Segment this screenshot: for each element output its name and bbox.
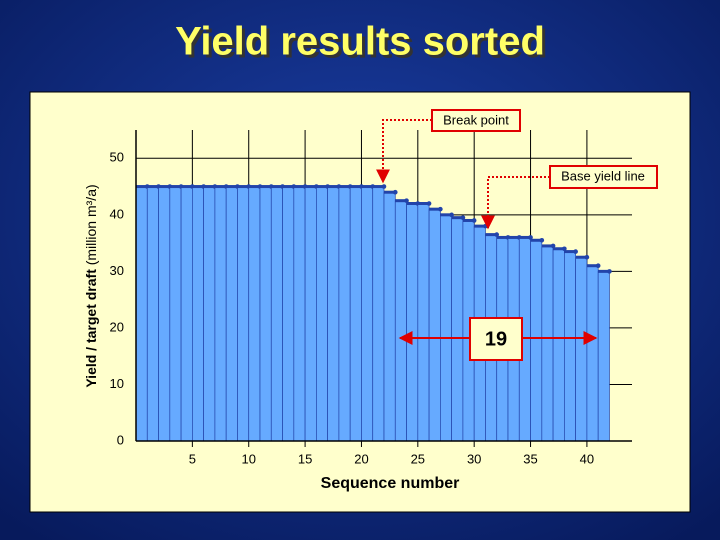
bar [530,239,543,442]
bar [225,186,238,442]
bar-dot [550,243,556,249]
y-tick-label: 0 [117,432,124,447]
annotations: Break point Base yield line 19 [376,109,658,361]
bar [135,186,148,442]
bar-dot [528,235,533,240]
bar [586,265,599,442]
bar [203,186,216,442]
bar [192,186,204,442]
x-tick-label: 15 [298,451,312,466]
span-box [469,317,523,361]
bar [338,186,351,442]
title-shadow: Yield results sorted [178,23,548,67]
bar [327,186,340,442]
bar [237,186,250,442]
bar [270,186,283,442]
bar-dot [460,215,466,220]
bar [406,203,419,442]
bar [541,245,554,442]
bar-dot [562,246,567,252]
bar [248,186,261,442]
bar-dot [438,206,443,212]
bar [158,186,171,442]
y-label-unit: (million m³/a) [83,184,99,265]
base-yield-box [549,165,658,189]
bar [597,271,610,442]
x-axis-label: Sequence number [321,475,460,492]
y-label-main: Yield / target draft [83,269,99,388]
bar [564,251,576,442]
bar [316,186,328,442]
bar-dot [426,201,432,206]
span-label: 19 [485,328,507,350]
y-axis-label: Yield / target draft (million m³/a) [83,184,99,387]
bar [451,217,464,442]
bar-dot [381,184,387,189]
bar [169,186,182,442]
bar [383,191,396,442]
x-tick-label: 10 [241,451,255,466]
x-tick-label: 25 [411,451,425,466]
bar [146,186,159,442]
break-point-label: Break point [443,112,509,127]
y-tick-label: 40 [110,206,124,221]
bar-dot [471,218,477,223]
slide-title: Yield results sorted [175,20,545,64]
bar-dot [595,263,601,269]
x-tick-label: 5 [189,451,196,466]
bar [304,186,317,442]
break-point-pointer [376,119,432,184]
y-tick-label: 30 [110,263,124,278]
base-yield-label: Base yield line [561,168,645,183]
x-tick-label: 35 [523,451,537,466]
bar [394,200,407,442]
bar [417,203,430,442]
x-tick-label: 20 [354,451,368,466]
bar-dot [539,237,545,243]
bar [259,186,272,442]
bar-dot [573,249,578,254]
bar-dot [607,269,612,274]
base-yield-pointer [481,176,550,230]
bar [440,214,452,442]
bar [372,186,385,442]
y-tick-label: 10 [110,376,124,391]
bar-dot [584,254,590,260]
bar [282,186,295,442]
x-tick-label: 40 [580,451,594,466]
bar [180,186,193,442]
break-point-box [431,109,521,132]
bar-dot [404,198,409,203]
bar-dot [392,189,398,195]
bar-dot [449,212,454,218]
bar [214,186,227,442]
y-tick-label: 50 [110,150,124,165]
bar [349,186,362,442]
y-tick-label: 20 [110,319,124,334]
bar [428,208,441,442]
bar [552,248,565,442]
bar [361,186,374,442]
bar-dot [494,232,500,237]
bar [575,256,588,442]
x-tick-label: 30 [467,451,481,466]
bar [293,186,306,442]
